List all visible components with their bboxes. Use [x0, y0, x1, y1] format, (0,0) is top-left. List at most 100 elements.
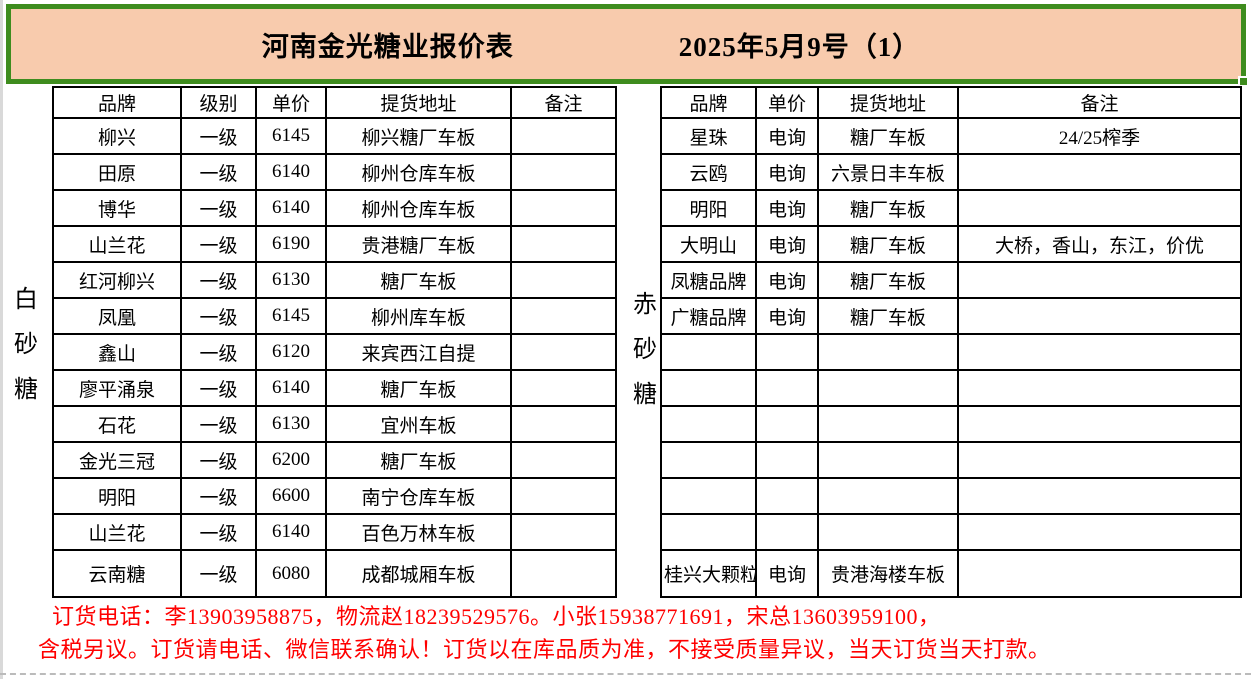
column-header[interactable]: 备注 — [510, 86, 617, 119]
cell[interactable]: 糖厂车板 — [325, 369, 512, 407]
cell[interactable] — [510, 117, 617, 155]
cell[interactable] — [510, 477, 617, 515]
cell[interactable]: 6190 — [255, 225, 327, 263]
column-header[interactable]: 品牌 — [52, 86, 182, 119]
cell[interactable]: 山兰花 — [52, 513, 182, 551]
cell[interactable]: 成都城厢车板 — [325, 549, 512, 598]
cell[interactable]: 一级 — [180, 333, 257, 371]
cell[interactable]: 电询 — [755, 189, 819, 227]
cell[interactable]: 一级 — [180, 189, 257, 227]
cell[interactable] — [510, 549, 617, 598]
cell[interactable] — [957, 441, 1242, 479]
cell[interactable]: 金光三冠 — [52, 441, 182, 479]
cell[interactable]: 电询 — [755, 117, 819, 155]
cell[interactable] — [817, 369, 959, 407]
category-label-brown-sugar[interactable]: 赤砂糖 — [633, 292, 657, 408]
cell[interactable]: 6140 — [255, 189, 327, 227]
cell[interactable]: 一级 — [180, 297, 257, 335]
cell[interactable] — [755, 333, 819, 371]
cell[interactable]: 6120 — [255, 333, 327, 371]
cell[interactable] — [510, 513, 617, 551]
cell[interactable] — [957, 153, 1242, 191]
cell[interactable]: 柳兴糖厂车板 — [325, 117, 512, 155]
cell[interactable]: 6140 — [255, 369, 327, 407]
column-header[interactable]: 备注 — [957, 86, 1242, 119]
cell[interactable] — [660, 477, 757, 515]
cell[interactable]: 一级 — [180, 513, 257, 551]
cell[interactable] — [755, 477, 819, 515]
cell[interactable]: 糖厂车板 — [817, 225, 959, 263]
cell[interactable]: 百色万林车板 — [325, 513, 512, 551]
title-cell[interactable]: 河南金光糖业报价表 2025年5月9号（1） — [6, 4, 1249, 87]
cell[interactable] — [660, 405, 757, 443]
cell[interactable]: 一级 — [180, 153, 257, 191]
cell[interactable]: 凤糖品牌 — [660, 261, 757, 299]
cell[interactable]: 糖厂车板 — [325, 441, 512, 479]
category-label-white-sugar[interactable]: 白砂糖 — [14, 287, 38, 403]
cell[interactable]: 一级 — [180, 405, 257, 443]
cell[interactable]: 云南糖 — [52, 549, 182, 598]
cell[interactable]: 一级 — [180, 549, 257, 598]
cell[interactable]: 电询 — [755, 261, 819, 299]
cell[interactable]: 糖厂车板 — [817, 189, 959, 227]
cell[interactable]: 贵港糖厂车板 — [325, 225, 512, 263]
cell[interactable]: 一级 — [180, 261, 257, 299]
cell[interactable]: 田原 — [52, 153, 182, 191]
cell[interactable] — [817, 513, 959, 551]
cell[interactable]: 大桥，香山，东江，价优 — [957, 225, 1242, 263]
cell[interactable]: 一级 — [180, 369, 257, 407]
cell[interactable]: 糖厂车板 — [817, 117, 959, 155]
cell[interactable] — [510, 189, 617, 227]
cell[interactable]: 糖厂车板 — [817, 261, 959, 299]
cell[interactable] — [755, 369, 819, 407]
cell[interactable] — [957, 513, 1242, 551]
column-header[interactable]: 品牌 — [660, 86, 757, 119]
cell[interactable]: 明阳 — [52, 477, 182, 515]
cell[interactable]: 贵港海楼车板 — [817, 549, 959, 598]
cell[interactable]: 柳州仓库车板 — [325, 189, 512, 227]
cell[interactable]: 电询 — [755, 225, 819, 263]
cell[interactable]: 6130 — [255, 261, 327, 299]
cell[interactable]: 电询 — [755, 153, 819, 191]
cell[interactable]: 凤凰 — [52, 297, 182, 335]
cell[interactable]: 一级 — [180, 441, 257, 479]
cell[interactable]: 一级 — [180, 225, 257, 263]
cell[interactable] — [755, 405, 819, 443]
cell[interactable]: 6145 — [255, 117, 327, 155]
cell[interactable] — [510, 153, 617, 191]
column-header[interactable]: 提货地址 — [817, 86, 959, 119]
cell[interactable]: 廖平涌泉 — [52, 369, 182, 407]
cell[interactable] — [510, 369, 617, 407]
cell[interactable]: 六景日丰车板 — [817, 153, 959, 191]
cell[interactable]: 一级 — [180, 117, 257, 155]
cell[interactable] — [510, 225, 617, 263]
cell[interactable] — [817, 477, 959, 515]
selection-handle[interactable] — [1238, 76, 1249, 87]
cell[interactable] — [510, 405, 617, 443]
cell[interactable] — [957, 261, 1242, 299]
cell[interactable]: 电询 — [755, 549, 819, 598]
cell[interactable] — [817, 405, 959, 443]
cell[interactable]: 云鸥 — [660, 153, 757, 191]
cell[interactable]: 6600 — [255, 477, 327, 515]
cell[interactable] — [755, 513, 819, 551]
cell[interactable]: 大明山 — [660, 225, 757, 263]
column-header[interactable]: 级别 — [180, 86, 257, 119]
cell[interactable]: 糖厂车板 — [817, 297, 959, 335]
cell[interactable] — [957, 369, 1242, 407]
column-header[interactable]: 单价 — [755, 86, 819, 119]
cell[interactable] — [957, 405, 1242, 443]
cell[interactable]: 柳州仓库车板 — [325, 153, 512, 191]
cell[interactable] — [957, 333, 1242, 371]
cell[interactable] — [660, 513, 757, 551]
cell[interactable]: 石花 — [52, 405, 182, 443]
cell[interactable]: 6130 — [255, 405, 327, 443]
cell[interactable] — [957, 189, 1242, 227]
cell[interactable]: 桂兴大颗粒 — [660, 549, 757, 598]
cell[interactable] — [957, 297, 1242, 335]
cell[interactable] — [510, 297, 617, 335]
cell[interactable]: 广糖品牌 — [660, 297, 757, 335]
cell[interactable]: 糖厂车板 — [325, 261, 512, 299]
column-header[interactable]: 提货地址 — [325, 86, 512, 119]
cell[interactable]: 柳州库车板 — [325, 297, 512, 335]
